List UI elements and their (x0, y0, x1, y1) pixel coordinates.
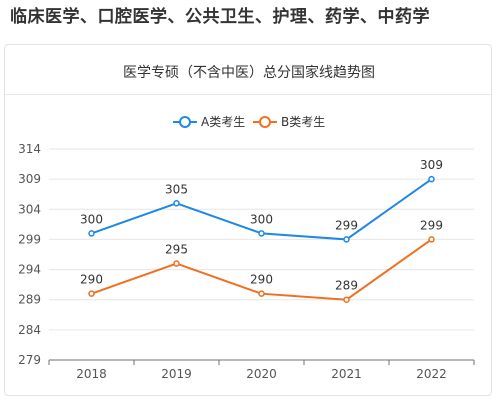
data-point[interactable] (343, 236, 350, 243)
y-tick-label: 309 (18, 172, 41, 186)
x-tick-label: 2022 (416, 367, 447, 381)
data-point[interactable] (428, 175, 435, 183)
y-tick-label: 304 (18, 202, 41, 216)
data-label: 300 (80, 212, 103, 226)
legend: A类考生 B类考生 (173, 115, 325, 129)
y-tick-label: 299 (18, 232, 41, 246)
x-tick-label: 2020 (246, 367, 277, 381)
axes: 279 284 289 294 299 304 309 314 2018 2019 2020 2021… (18, 142, 475, 381)
x-tick-label: 2019 (161, 367, 192, 381)
data-label: 290 (250, 273, 273, 287)
data-label: 305 (165, 182, 188, 196)
x-tick-label: 2018 (76, 367, 107, 381)
legend-item[interactable]: A类考生 (173, 115, 245, 129)
data-label: 309 (420, 158, 443, 172)
data-label: 300 (250, 212, 273, 226)
data-point[interactable] (173, 200, 180, 207)
page-heading: 临床医学、口腔医学、公共卫生、护理、药学、中药学 (10, 7, 430, 27)
data-label: 299 (420, 218, 443, 232)
legend-marker (179, 116, 191, 128)
y-tick-label: 289 (18, 293, 41, 307)
data-label: 290 (80, 273, 103, 287)
legend-label: B类考生 (281, 115, 325, 129)
data-label: 299 (335, 218, 358, 232)
x-tick-label: 2021 (331, 367, 362, 381)
data-labels: 300 305 300 299 309 290 295 290 289 299 (80, 158, 443, 293)
y-tick-label: 314 (18, 142, 41, 156)
data-label: 295 (165, 243, 188, 257)
data-point[interactable] (88, 290, 95, 297)
data-point[interactable] (258, 290, 265, 297)
legend-label: A类考生 (201, 115, 245, 129)
title-divider (5, 94, 491, 95)
y-tick-label: 284 (18, 323, 41, 337)
series (88, 175, 435, 303)
data-point[interactable] (88, 230, 95, 237)
data-point[interactable] (173, 260, 180, 267)
y-tick-label: 294 (18, 263, 41, 277)
data-point[interactable] (343, 296, 350, 303)
chart-card: 医学专硕（不含中医）总分国家线趋势图 A类考生 B类考生 279 284 289 294… (4, 44, 492, 396)
data-label: 289 (335, 279, 358, 293)
data-point[interactable] (258, 230, 265, 237)
legend-marker (259, 116, 271, 128)
chart-title: 医学专硕（不含中医）总分国家线趋势图 (123, 64, 375, 81)
data-point[interactable] (428, 236, 435, 243)
legend-item[interactable]: B类考生 (253, 115, 325, 129)
grid (49, 148, 474, 331)
y-tick-label: 279 (18, 353, 41, 367)
